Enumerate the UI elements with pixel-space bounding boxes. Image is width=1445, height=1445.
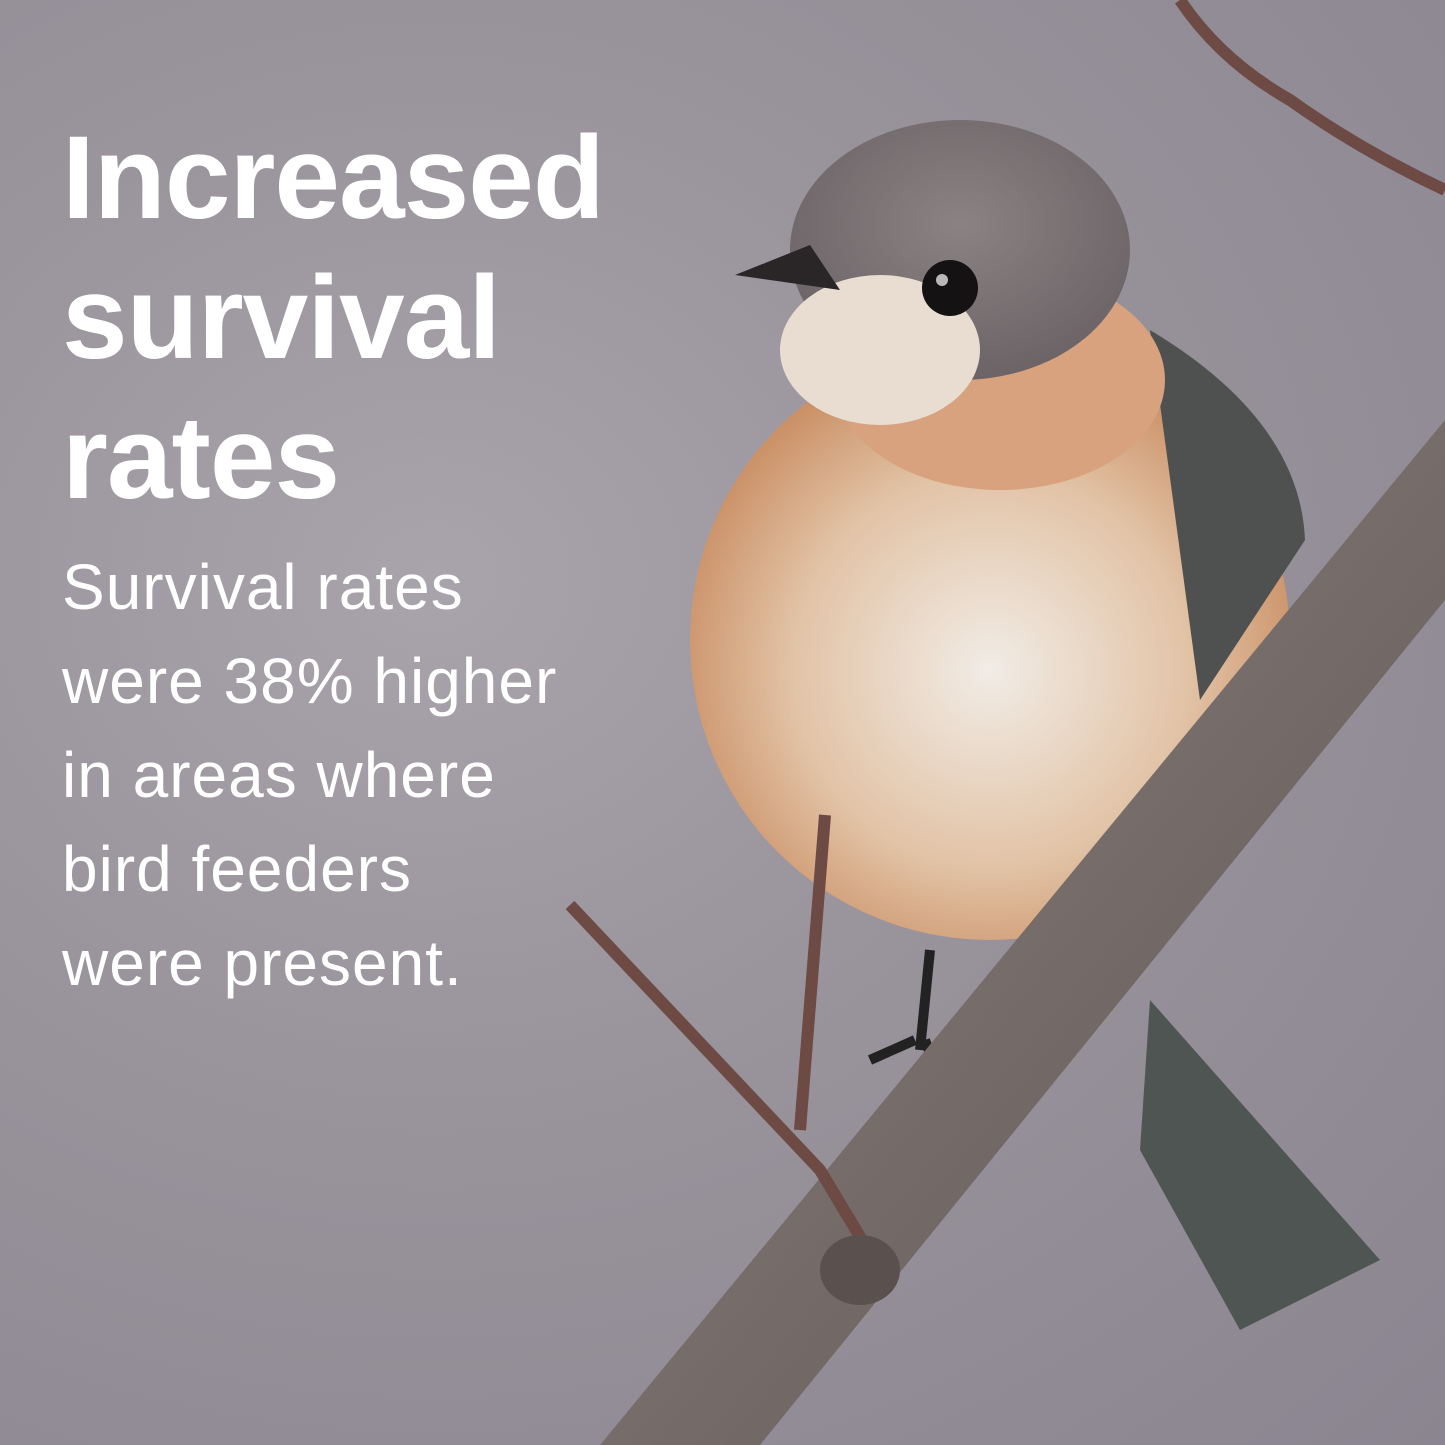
headline-line: Increased: [62, 112, 605, 244]
bird: [690, 120, 1305, 1082]
body-line: Survival rates: [62, 551, 464, 623]
body-line: were present.: [62, 927, 463, 999]
bird-tail: [1140, 1000, 1380, 1330]
headline-line: survival: [62, 252, 501, 384]
headline: Increased survival rates: [62, 108, 605, 528]
headline-line: rates: [62, 392, 340, 524]
branch: [565, 420, 1445, 1445]
body-line: were 38% higher: [62, 645, 558, 717]
twig-top-right: [1175, 0, 1445, 196]
body-text: Survival rates were 38% higher in areas …: [62, 540, 557, 1010]
body-line: in areas where: [62, 739, 496, 811]
body-line: bird feeders: [62, 833, 412, 905]
